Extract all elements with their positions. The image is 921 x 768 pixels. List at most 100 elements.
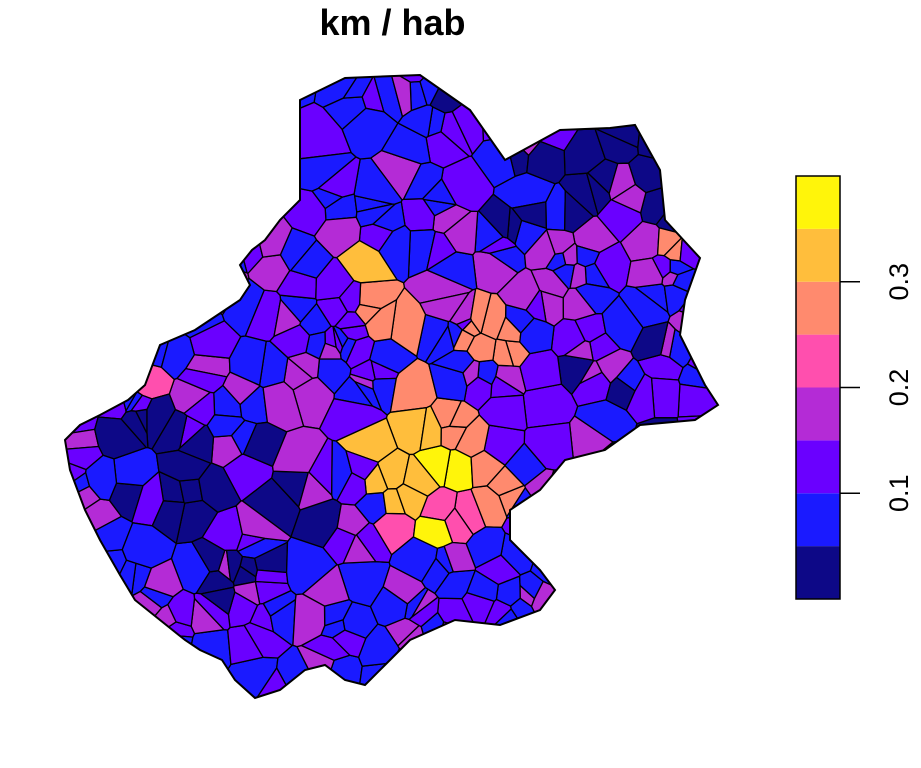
commune-polygon [427,634,466,664]
commune-polygon [566,557,620,589]
legend-swatch-3 [796,387,840,441]
commune-polygon [496,644,511,663]
commune-polygon [177,153,213,184]
commune-polygon [397,104,434,139]
commune-polygon [504,109,533,132]
commune-polygon [478,638,500,675]
commune-polygon [579,607,630,665]
commune-polygon [143,101,163,144]
commune-polygon [522,75,583,87]
commune-polygon [419,291,470,323]
commune-polygon [96,645,153,685]
commune-polygon [65,289,85,341]
commune-polygon [625,373,656,425]
commune-polygon [223,84,269,136]
commune-polygon [311,187,343,210]
commune-polygon [448,400,480,428]
commune-polygon [254,569,289,585]
commune-polygon [679,461,709,491]
commune-polygon [75,605,108,650]
commune-polygon [153,84,182,112]
commune-polygon [382,488,406,515]
commune-polygon [65,99,96,127]
commune-polygon [513,633,542,670]
commune-polygon [198,101,239,143]
commune-polygon [529,615,583,657]
commune-polygon [130,394,153,412]
commune-polygon [700,260,718,336]
commune-polygon [523,229,556,271]
commune-polygon [496,267,541,311]
commune-polygon [664,147,712,173]
commune-polygon [519,317,555,355]
commune-polygon [481,107,506,142]
commune-polygon [664,161,718,191]
commune-polygon [155,449,212,482]
commune-polygon [649,508,671,546]
commune-polygon [186,202,246,226]
commune-polygon [121,522,177,569]
commune-polygon [487,649,517,686]
commune-polygon [558,75,596,104]
commune-polygon [463,622,491,666]
legend-tick-label-2: 0.3 [884,263,914,301]
commune-polygon [637,128,675,162]
commune-polygon [501,667,538,698]
commune-polygon [243,622,293,659]
commune-polygon [688,75,718,129]
commune-polygon [318,342,342,360]
commune-polygon [600,557,634,615]
commune-polygon [652,586,695,607]
commune-polygon [494,632,531,651]
commune-polygon [364,299,398,342]
commune-polygon [163,680,237,698]
commune-polygon [235,226,249,247]
commune-polygon [702,550,718,624]
commune-polygon [65,154,109,196]
commune-polygon [674,450,712,489]
commune-polygon [633,666,691,698]
commune-polygon [670,563,692,593]
commune-polygon [645,469,682,511]
commune-polygon [610,183,647,214]
commune-polygon [523,646,551,676]
commune-polygon [65,144,88,190]
commune-polygon [86,149,117,177]
commune-polygon [607,460,637,510]
commune-polygon [493,113,517,140]
commune-polygon [120,75,157,112]
commune-polygon [235,155,291,209]
commune-polygon [375,75,447,83]
commune-polygon [229,134,260,182]
commune-polygon [676,485,718,511]
commune-polygon [292,593,326,648]
commune-polygon [534,75,571,98]
commune-polygon [341,107,399,160]
commune-polygon [626,469,662,512]
commune-polygon [595,348,635,384]
legend-tick-label-1: 0.2 [884,369,914,407]
commune-polygon [650,377,681,419]
commune-polygon [317,156,361,198]
commune-polygon [223,201,254,245]
commune-polygon [503,94,528,115]
commune-polygon [618,85,663,122]
commune-polygon [695,120,718,193]
commune-polygons [65,75,718,698]
commune-polygon [65,122,95,147]
commune-polygon [588,75,638,111]
commune-polygon [65,629,104,658]
commune-polygon [426,671,463,698]
commune-polygon [372,201,406,232]
commune-polygon [618,583,655,643]
commune-polygon [191,536,226,573]
commune-polygon [65,676,114,698]
commune-polygon [178,77,204,110]
commune-polygon [88,230,124,266]
color-legend: 0.1 0.2 0.3 [795,175,914,600]
commune-polygon [89,126,111,162]
legend-swatch-6 [796,228,840,282]
legend-swatch-7 [796,176,840,229]
commune-polygon [152,154,183,191]
